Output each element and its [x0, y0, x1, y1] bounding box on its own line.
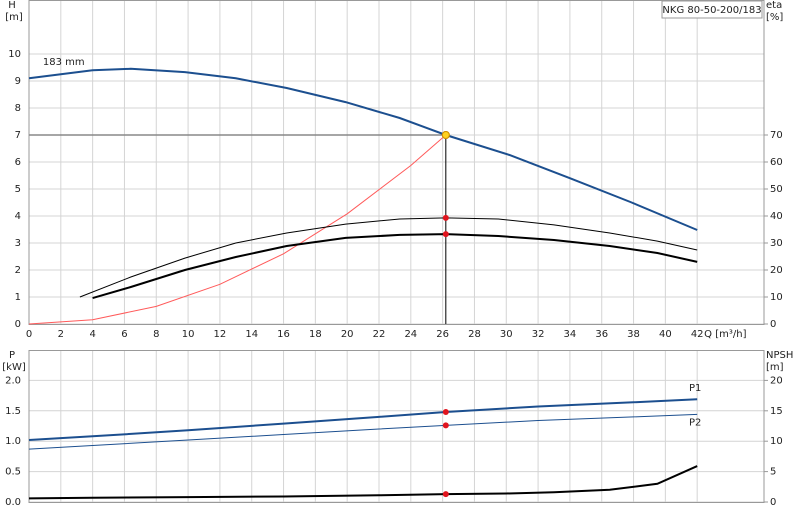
series-line	[28, 398, 698, 441]
y2-tick-label: 20	[770, 265, 783, 276]
y-tick-label: 5	[15, 184, 21, 195]
y2-tick-label: 70	[770, 130, 783, 141]
x-tick-label: 14	[245, 329, 258, 340]
x-tick-label: 36	[595, 329, 608, 340]
x-axis-label: Q [m³/h]	[704, 329, 746, 340]
y-tick-label: 3	[15, 238, 21, 249]
x-tick-label: 8	[153, 329, 159, 340]
series-line	[92, 233, 698, 300]
x-tick-label: 38	[627, 329, 640, 340]
x-tick-label: 26	[436, 329, 449, 340]
point-marker	[442, 409, 449, 416]
y-tick-label: 2	[15, 265, 21, 276]
y-tick-label: 1.0	[5, 436, 21, 447]
x-tick-label: 10	[182, 329, 195, 340]
series-label: P2	[689, 417, 701, 428]
y-tick-label: 8	[15, 103, 21, 114]
point-marker	[442, 231, 449, 238]
x-tick-label: 22	[373, 329, 386, 340]
point-marker	[442, 422, 449, 429]
series-line	[28, 413, 698, 450]
x-tick-label: 12	[214, 329, 227, 340]
y2-tick-label: 50	[770, 184, 783, 195]
series-line	[79, 217, 698, 298]
series-label: P1	[689, 383, 701, 394]
y-tick-label: 9	[15, 76, 21, 87]
x-tick-label: 6	[121, 329, 127, 340]
y2-tick-label: 40	[770, 211, 783, 222]
y-tick-label: 6	[15, 157, 21, 168]
y-tick-label: 7	[15, 130, 21, 141]
y-tick-label: 10	[8, 49, 21, 60]
x-tick-label: 18	[309, 329, 322, 340]
point-marker	[442, 491, 449, 498]
y-axis-label: P	[9, 350, 15, 361]
series-line	[28, 67, 698, 231]
y-axis-unit: [kW]	[2, 362, 26, 373]
x-tick-label: 0	[26, 329, 32, 340]
y-axis-unit: [m]	[5, 12, 23, 23]
point-marker	[442, 214, 449, 221]
series-label: 183 mm	[43, 57, 85, 68]
y2-tick-label: 30	[770, 238, 783, 249]
series-line	[28, 465, 698, 500]
y-tick-label: 0.0	[5, 497, 21, 508]
y2-tick-label: 5	[770, 467, 776, 478]
x-tick-label: 32	[532, 329, 545, 340]
title-box	[661, 0, 763, 19]
x-tick-label: 28	[468, 329, 481, 340]
x-tick-label: 16	[277, 329, 290, 340]
y-tick-label: 1.5	[5, 406, 21, 417]
x-tick-label: 30	[500, 329, 513, 340]
y2-tick-label: 10	[770, 436, 783, 447]
x-tick-label: 40	[659, 329, 672, 340]
duty-point	[441, 131, 450, 139]
y2-tick-label: 10	[770, 292, 783, 303]
y-tick-label: 1	[15, 292, 21, 303]
y2-tick-label: 20	[770, 375, 783, 386]
y2-tick-label: 60	[770, 157, 783, 168]
y-tick-label: 4	[15, 211, 21, 222]
y2-axis-label: NPSH	[766, 350, 793, 361]
y-tick-label: 2.0	[5, 375, 21, 386]
series-line	[28, 134, 447, 325]
y-axis-label: H	[8, 0, 16, 11]
y2-axis-label: eta	[766, 0, 782, 11]
x-tick-label: 20	[341, 329, 354, 340]
chart-title: NKG 80-50-200/183	[662, 5, 761, 16]
x-tick-label: 34	[564, 329, 577, 340]
x-tick-label: 4	[89, 329, 95, 340]
y-tick-label: 0	[15, 319, 21, 330]
x-tick-label: 24	[404, 329, 417, 340]
y-tick-label: 0.5	[5, 467, 21, 478]
y2-axis-unit: [m]	[766, 362, 784, 373]
y2-tick-label: 0	[770, 319, 776, 330]
x-tick-label: 2	[58, 329, 64, 340]
x-tick-label: 42	[691, 329, 704, 340]
plot-frame	[28, 0, 765, 325]
y2-axis-unit: [%]	[766, 12, 783, 23]
plot-frame	[28, 350, 765, 503]
y2-tick-label: 0	[770, 497, 776, 508]
y2-tick-label: 15	[770, 406, 783, 417]
